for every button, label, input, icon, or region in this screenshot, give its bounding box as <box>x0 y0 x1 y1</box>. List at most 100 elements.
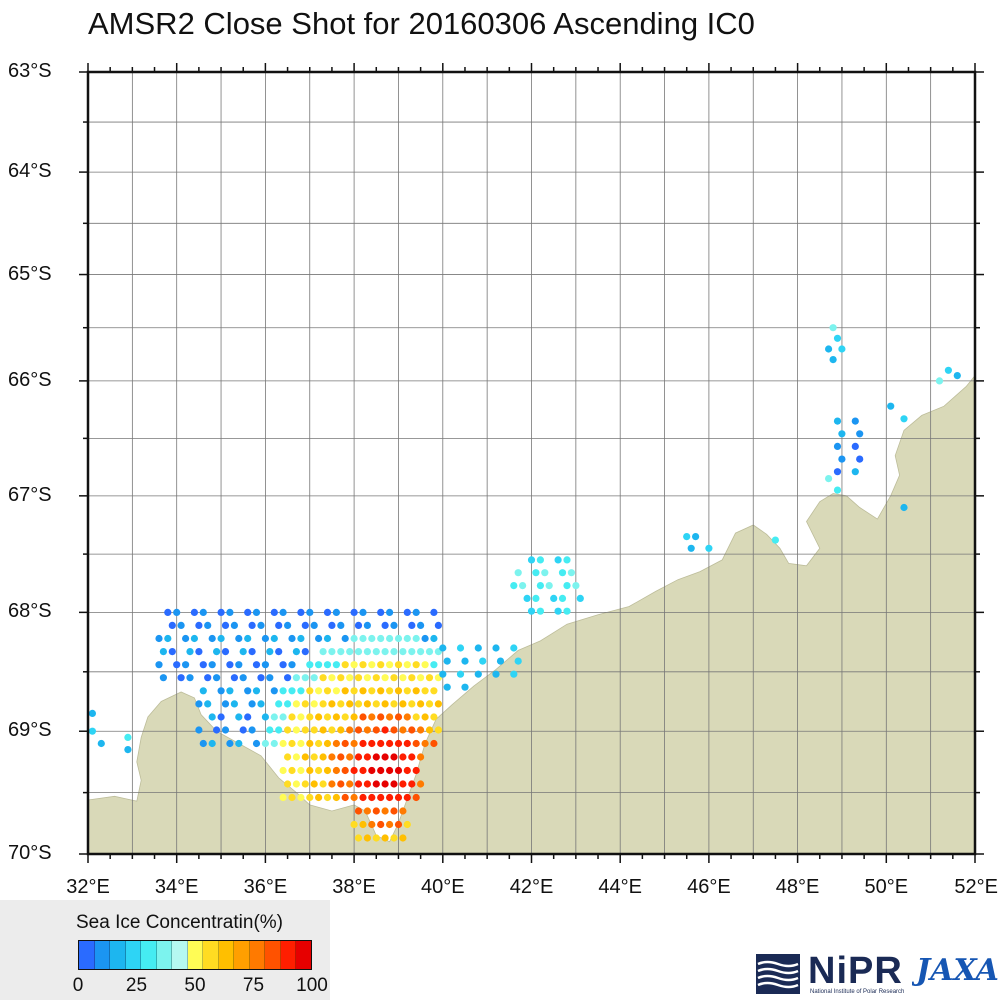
ice-concentration-dot <box>257 700 265 708</box>
ice-concentration-dot <box>297 766 305 775</box>
ice-concentration-dot <box>496 657 505 665</box>
ice-concentration-dot <box>381 700 389 708</box>
ice-concentration-dot <box>292 700 300 708</box>
colorbar-cell <box>296 941 311 969</box>
ice-concentration-dot <box>350 634 358 643</box>
ice-concentration-dot <box>541 569 549 577</box>
ice-concentration-dot <box>386 634 394 643</box>
ice-concentration-dot <box>554 607 562 615</box>
ice-concentration-dot <box>332 608 340 617</box>
ice-concentration-dot <box>301 753 309 761</box>
ice-concentration-dot <box>221 726 230 734</box>
ice-concentration-dot <box>386 766 394 775</box>
ice-concentration-dot <box>532 594 540 603</box>
ice-concentration-dot <box>173 661 181 669</box>
ice-concentration-dot <box>279 793 287 802</box>
ice-concentration-dot <box>252 739 261 748</box>
ice-concentration-dot <box>403 713 411 721</box>
ice-concentration-dot <box>306 687 314 695</box>
ice-concentration-dot <box>474 644 482 652</box>
ice-concentration-dot <box>310 674 318 682</box>
ice-concentration-dot <box>363 834 371 842</box>
ice-concentration-dot <box>301 780 309 788</box>
ice-concentration-dot <box>425 674 434 682</box>
ice-concentration-dot <box>275 621 283 630</box>
ice-concentration-dot <box>248 726 256 734</box>
ice-concentration-dot <box>195 726 203 734</box>
ice-concentration-dot <box>363 621 371 630</box>
ice-concentration-dot <box>514 657 522 665</box>
ice-concentration-dot <box>381 621 389 630</box>
ice-concentration-dot <box>190 608 198 617</box>
ice-concentration-dot <box>434 726 442 734</box>
ice-concentration-dot <box>226 608 234 617</box>
ice-concentration-dot <box>563 556 571 564</box>
ice-concentration-dot <box>301 700 309 708</box>
ice-concentration-dot <box>536 556 545 564</box>
ice-concentration-dot <box>390 674 398 682</box>
ice-concentration-dot <box>279 661 287 669</box>
colorbar-cell <box>203 941 219 969</box>
ice-concentration-dot <box>377 766 385 775</box>
lon-label: 44°E <box>598 876 642 898</box>
ice-concentration-dot <box>310 621 318 630</box>
ice-concentration-dot <box>443 657 451 665</box>
ice-concentration-dot <box>368 739 376 748</box>
ice-concentration-dot <box>252 608 261 617</box>
ice-concentration-dot <box>297 793 305 802</box>
ice-concentration-dot <box>341 661 349 669</box>
lat-label: 66°S <box>8 368 52 391</box>
ice-concentration-dot <box>213 726 221 734</box>
ice-concentration-dot <box>266 674 274 682</box>
colorbar-tick-label: 0 <box>72 975 84 996</box>
ice-concentration-dot <box>439 644 447 652</box>
ice-concentration-dot <box>417 648 425 656</box>
ice-concentration-dot <box>439 670 447 678</box>
ice-concentration-dot <box>359 766 367 775</box>
ice-concentration-dot <box>368 687 376 695</box>
legend-title: Sea Ice Concentratin(%) <box>76 912 283 933</box>
ice-concentration-dot <box>377 661 385 669</box>
ice-concentration-dot <box>399 700 407 708</box>
ice-concentration-dot <box>833 442 842 450</box>
ice-concentration-dot <box>328 726 336 734</box>
ice-concentration-dot <box>492 670 500 678</box>
ice-concentration-dot <box>354 780 363 788</box>
ice-concentration-dot <box>368 713 376 721</box>
ice-concentration-dot <box>288 739 296 748</box>
ice-concentration-dot <box>399 780 407 788</box>
jaxa-name: JAXA <box>912 953 999 988</box>
map-title: AMSR2 Close Shot for 20160306 Ascending … <box>88 6 755 41</box>
ice-concentration-dot <box>887 402 895 410</box>
ice-concentration-dot <box>900 503 908 512</box>
ice-concentration-dot <box>306 713 314 721</box>
ice-concentration-dot <box>217 634 225 643</box>
ice-concentration-dot <box>168 621 176 630</box>
ice-concentration-dot <box>390 648 398 656</box>
ice-concentration-dot <box>944 366 953 374</box>
ice-concentration-dot <box>545 582 553 590</box>
ice-concentration-dot <box>235 713 243 721</box>
ice-concentration-dot <box>346 753 354 761</box>
ice-concentration-dot <box>350 766 358 775</box>
ice-concentration-dot <box>297 634 305 643</box>
lon-label: 50°E <box>864 876 909 898</box>
ice-concentration-dot <box>350 713 358 721</box>
ice-concentration-dot <box>230 674 238 682</box>
ice-concentration-dot <box>417 753 425 761</box>
nipr-name: NiPR <box>808 950 903 992</box>
ice-concentration-dot <box>350 739 358 748</box>
ice-concentration-dot <box>235 634 243 643</box>
ice-concentration-dot <box>838 430 846 438</box>
ice-concentration-dot <box>567 569 576 577</box>
lat-label: 67°S <box>8 483 52 506</box>
ice-concentration-dot <box>235 661 243 669</box>
colorbar <box>78 940 312 970</box>
ice-concentration-dot <box>275 700 283 708</box>
lat-label: 70°S <box>8 842 52 864</box>
ice-concentration-dot <box>221 648 230 656</box>
ice-concentration-dot <box>315 634 323 643</box>
colorbar-cell <box>94 941 111 969</box>
ice-concentration-dot <box>328 674 336 682</box>
ice-concentration-dot <box>434 700 442 708</box>
